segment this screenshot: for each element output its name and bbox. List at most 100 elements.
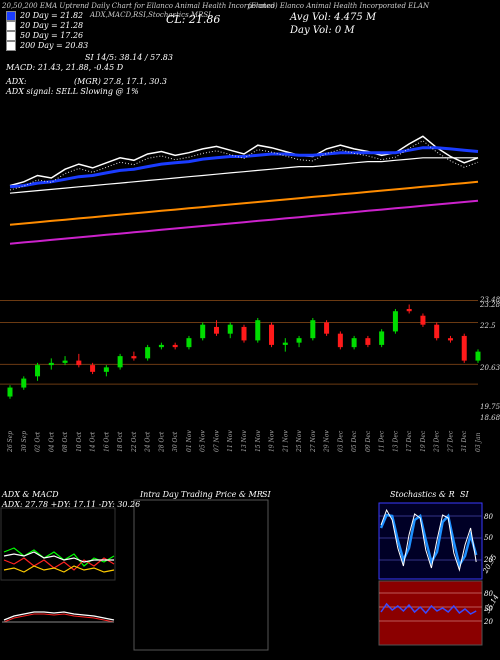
- mrsi-tick-20: 20: [484, 618, 493, 626]
- x-date-label: 21 Nov: [282, 430, 289, 453]
- stoch-tick-80: 80: [484, 513, 493, 521]
- candle-body: [351, 338, 357, 348]
- x-date-label: 01 Nov: [186, 430, 193, 452]
- candle-body: [447, 338, 453, 341]
- mgr-readout: (MGR) 27.8, 17.1, 30.3: [74, 77, 167, 86]
- x-date-label: 13 Nov: [241, 430, 248, 452]
- candle-body: [62, 360, 68, 363]
- y-tick-label: 22.5: [479, 322, 496, 330]
- x-date-label: 17 Dec: [406, 430, 413, 452]
- x-date-label: 16 Oct: [103, 431, 110, 452]
- si-readout: SI 14/5: 38.14 / 57.83: [85, 53, 173, 62]
- candle-body: [21, 378, 27, 388]
- x-date-label: 02 Oct: [35, 431, 42, 452]
- x-date-label: 26 Sep: [7, 431, 14, 453]
- candle-body: [365, 338, 371, 345]
- adx-line: [3, 547, 115, 567]
- legend-item: 200 Day = 20.83: [6, 41, 88, 51]
- intraday-si: SI: [262, 490, 271, 499]
- legend-swatch: [6, 11, 16, 21]
- adx-panel-frame: [0, 507, 116, 581]
- day-volume: Day Vol: 0 M: [290, 25, 355, 36]
- ema-series-50-ema: [9, 157, 478, 194]
- candle-body: [117, 356, 123, 368]
- intraday-panel-title: Intra Day Trading Price & MR: [140, 490, 263, 499]
- mrsi-panel-frame: [378, 580, 483, 646]
- legend-item: 20 Day = 21.28: [6, 21, 88, 31]
- x-date-label: 28 Oct: [158, 431, 165, 453]
- mrsi-line: [380, 602, 477, 615]
- stochastics-panel-title: Stochastics & R: [390, 490, 455, 499]
- candle-body: [310, 320, 316, 339]
- legend: 20 Day = 21.82 20 Day = 21.28 50 Day = 1…: [6, 11, 88, 51]
- candle-body: [213, 326, 219, 334]
- x-date-label: 03 Dec: [337, 430, 344, 452]
- adx-signal: ADX signal: SELL Slowing @ 1%: [6, 87, 139, 96]
- x-date-label: 24 Oct: [145, 431, 152, 453]
- intraday-panel-frame: [133, 499, 269, 651]
- candle-body: [269, 324, 275, 345]
- x-date-label: 15 Nov: [255, 430, 262, 452]
- x-date-label: 07 Nov: [213, 430, 220, 452]
- candle-body: [90, 365, 96, 372]
- legend-label: 20 Day = 21.82: [20, 11, 84, 20]
- stoch-tick-20: 20: [484, 556, 493, 564]
- macd-readout: MACD: 21.43, 21.88, -0.45 D: [6, 63, 124, 72]
- candle-body: [227, 324, 233, 334]
- stoch-k-line: [379, 513, 478, 569]
- candle-body: [406, 308, 412, 312]
- close-price: CL: 21.86: [166, 13, 221, 26]
- x-date-label: 05 Nov: [200, 430, 207, 452]
- candle-body: [172, 344, 178, 348]
- legend-label: 20 Day = 21.28: [20, 21, 84, 30]
- x-date-label: 19 Dec: [420, 430, 427, 452]
- x-date-label: 23 Dec: [434, 430, 441, 453]
- candle-body: [103, 367, 109, 372]
- x-date-label: 08 Oct: [62, 431, 69, 452]
- x-date-label: 30 Oct: [172, 431, 179, 452]
- stochastics-si: SI: [460, 490, 469, 499]
- y-tick-label: 23.48: [479, 296, 500, 304]
- candle-body: [379, 331, 385, 345]
- macd-signal-line: [3, 613, 115, 623]
- x-date-label: 10 Oct: [76, 431, 83, 452]
- candle-body: [35, 365, 41, 377]
- candle-body: [200, 324, 206, 339]
- candle-body: [145, 347, 151, 359]
- x-date-label: 18 Oct: [117, 431, 124, 452]
- adx-line: [3, 565, 115, 573]
- ema-series-200-day: [9, 199, 479, 245]
- adx-label: ADX:: [6, 77, 27, 86]
- avg-volume: Avg Vol: 4.475 M: [290, 12, 377, 23]
- x-date-label: 27 Nov: [310, 430, 317, 453]
- legend-swatch: [6, 21, 16, 31]
- y-tick-label: 19.75: [480, 403, 500, 411]
- ema-series-20-ema: [9, 146, 479, 189]
- candle-body: [420, 315, 426, 325]
- x-date-label: 25 Nov: [296, 430, 303, 453]
- x-date-label: 31 Dec: [461, 430, 468, 452]
- stoch-d-line: [380, 508, 477, 572]
- x-date-label: 29 Nov: [324, 430, 331, 453]
- macd-line: [3, 611, 115, 621]
- candle-body: [76, 360, 82, 366]
- candle-body: [186, 338, 192, 348]
- ema-dotted-line: [9, 140, 479, 191]
- adx-line: [3, 557, 115, 571]
- candle-body: [461, 335, 467, 361]
- candle-body: [392, 311, 398, 332]
- x-date-label: 22 Oct: [131, 431, 138, 453]
- candle-body: [131, 356, 137, 359]
- adx-line: [3, 551, 114, 563]
- adx-panel-title: ADX & MACD: [2, 490, 59, 499]
- candle-body: [255, 320, 261, 341]
- candle-body: [7, 387, 13, 397]
- chart-info: 20,50,200 EMA Uptrend Daily Chart for El…: [2, 2, 275, 10]
- stoch-tick-50: 50: [484, 534, 493, 542]
- x-date-label: 13 Dec: [392, 430, 399, 452]
- ticker-header: (Elanco) Elanco Animal Health Incorporat…: [248, 2, 430, 10]
- x-date-label: 11 Nov: [227, 430, 234, 452]
- ema-series-100-ema: [9, 180, 479, 226]
- x-date-label: 03 Jan: [475, 432, 482, 452]
